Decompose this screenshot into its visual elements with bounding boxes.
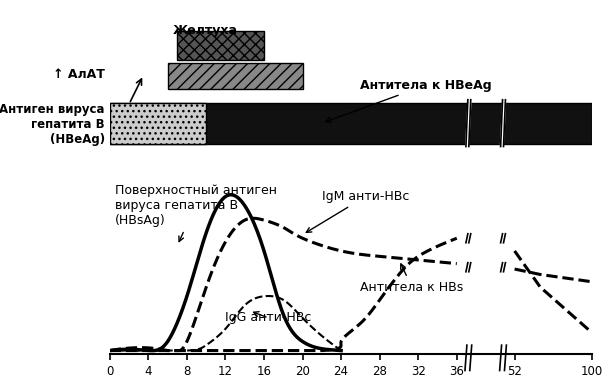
Bar <box>110 103 592 144</box>
Text: Желтуха: Желтуха <box>173 23 237 37</box>
Text: IgG анти-НВс: IgG анти-НВс <box>226 311 312 325</box>
Bar <box>168 63 303 89</box>
Text: Антитела к НВs: Антитела к НВs <box>361 264 464 294</box>
Text: IgM анти-НВс: IgM анти-НВс <box>306 190 409 233</box>
Bar <box>110 103 206 144</box>
Bar <box>178 31 264 60</box>
Text: Поверхностный антиген
вируса гепатита В
(HBsAg): Поверхностный антиген вируса гепатита В … <box>115 184 276 241</box>
Text: ↑ АлАТ: ↑ АлАТ <box>53 69 105 81</box>
Text: Антитела к HBeAg: Антитела к HBeAg <box>326 79 492 122</box>
Text: Антиген вируса
гепатита В
(HBeAg): Антиген вируса гепатита В (HBeAg) <box>0 103 105 146</box>
